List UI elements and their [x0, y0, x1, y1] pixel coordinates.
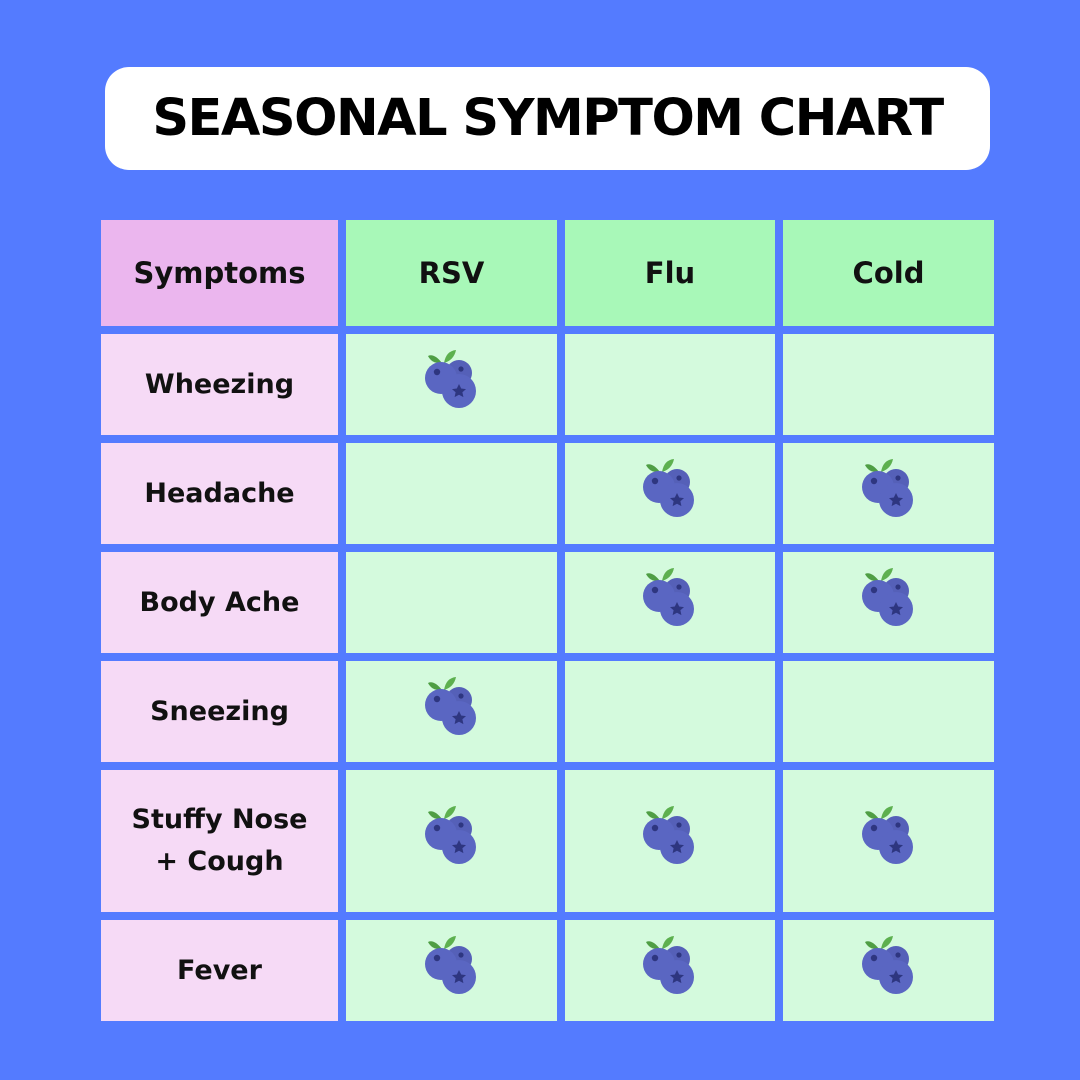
symptom-cell — [346, 920, 557, 1021]
symptom-name: Sneezing — [150, 695, 289, 727]
symptom-cell — [783, 552, 994, 653]
blueberry-icon — [859, 803, 919, 865]
symptom-name: Body Ache — [139, 586, 300, 618]
symptom-cell — [346, 552, 557, 653]
blueberry-icon — [422, 803, 482, 865]
symptom-name: Wheezing — [144, 368, 295, 400]
symptom-cell — [346, 443, 557, 544]
blueberry-icon — [859, 933, 919, 995]
symptom-cell — [783, 920, 994, 1021]
header-symptoms-label: Symptoms — [133, 256, 306, 290]
header-rsv-label: RSV — [418, 256, 485, 290]
header-flu: Flu — [565, 220, 775, 326]
row-label: Stuffy Nose + Cough — [101, 770, 338, 912]
row-label: Headache — [101, 443, 338, 544]
symptom-cell — [565, 920, 775, 1021]
symptom-cell — [565, 770, 775, 912]
row-label: Wheezing — [101, 334, 338, 435]
blueberry-icon — [859, 565, 919, 627]
symptom-cell — [346, 770, 557, 912]
blueberry-icon — [859, 456, 919, 518]
symptom-cell — [783, 770, 994, 912]
symptom-cell — [783, 661, 994, 762]
header-cold-label: Cold — [852, 256, 925, 290]
symptom-cell — [565, 443, 775, 544]
row-label: Body Ache — [101, 552, 338, 653]
row-label: Fever — [101, 920, 338, 1021]
row-label: Sneezing — [101, 661, 338, 762]
blueberry-icon — [422, 674, 482, 736]
header-flu-label: Flu — [644, 256, 696, 290]
symptom-cell — [565, 661, 775, 762]
header-cold: Cold — [783, 220, 994, 326]
title-banner: SEASONAL SYMPTOM CHART — [105, 67, 990, 170]
symptom-cell — [783, 443, 994, 544]
blueberry-icon — [422, 933, 482, 995]
symptom-name: Fever — [177, 954, 262, 986]
blueberry-icon — [640, 803, 700, 865]
blueberry-icon — [422, 347, 482, 409]
symptom-cell — [346, 661, 557, 762]
blueberry-icon — [640, 565, 700, 627]
symptom-cell — [783, 334, 994, 435]
symptom-cell — [565, 552, 775, 653]
header-rsv: RSV — [346, 220, 557, 326]
blueberry-icon — [640, 456, 700, 518]
symptom-cell — [565, 334, 775, 435]
symptom-cell — [346, 334, 557, 435]
header-symptoms: Symptoms — [101, 220, 338, 326]
symptom-name: Stuffy Nose + Cough — [131, 804, 308, 877]
symptom-name: Headache — [144, 477, 295, 509]
page-title: SEASONAL SYMPTOM CHART — [152, 89, 944, 148]
blueberry-icon — [640, 933, 700, 995]
